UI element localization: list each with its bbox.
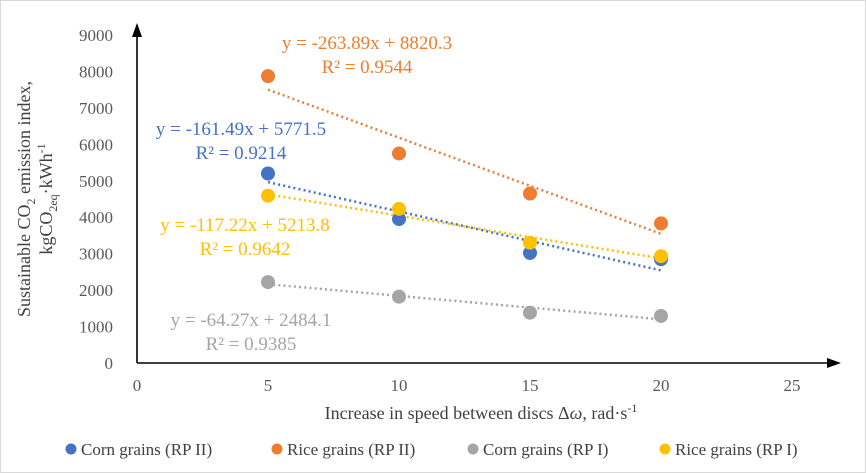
legend-marker: [65, 443, 77, 455]
r-squared-label: R² = 0.9214: [196, 143, 287, 164]
trendline-equations: y = -161.49x + 5771.5 R² = 0.9214 y = -263…: [156, 33, 452, 355]
y-tick-label: 5000: [79, 172, 113, 191]
r-squared-label: R² = 0.9642: [200, 239, 291, 260]
legend-label: Rice grains (RP I): [675, 440, 798, 459]
y-tick-label: 1000: [79, 318, 113, 337]
point-corn-grains-rp-i: [392, 289, 406, 304]
y-tick-label: 0: [105, 354, 114, 373]
x-tick-label: 15: [522, 376, 539, 395]
point-rice-grains-rp-ii: [392, 146, 406, 161]
point-corn-grains-rp-i: [654, 308, 668, 323]
x-tick-label: 10: [391, 376, 408, 395]
point-rice-grains-rp-i: [654, 249, 668, 264]
legend-marker: [659, 443, 671, 455]
y-tick-label: 7000: [79, 99, 113, 118]
point-corn-grains-rp-i: [523, 305, 537, 320]
x-tick-label: 25: [784, 376, 801, 395]
trendline-equation: y = -117.22x + 5213.8: [160, 215, 330, 236]
trendline-rice-grains-rp-ii: [267, 88, 662, 236]
y-tick-label: 9000: [79, 26, 113, 45]
x-tick-label: 20: [653, 376, 670, 395]
point-rice-grains-rp-i: [261, 188, 275, 203]
legend-label: Corn grains (RP II): [81, 440, 212, 459]
legend-marker: [467, 443, 479, 455]
point-corn-grains-rp-ii: [261, 166, 275, 181]
y-tick-label: 8000: [79, 62, 113, 81]
axes: [132, 23, 841, 368]
y-tick-labels: 0 1000 2000 3000 4000 5000 6000 7000 8000 9000: [79, 26, 113, 373]
legend-marker: [271, 443, 283, 455]
legend-label: Corn grains (RP I): [483, 440, 608, 459]
trendline-corn-grains-rp-i: [267, 282, 662, 321]
svg-text:Sustainable CO2 emission index: Sustainable CO2 emission index,: [14, 81, 38, 317]
trendlines: [267, 88, 662, 321]
data-points: [261, 69, 668, 323]
x-tick-label: 5: [264, 376, 273, 395]
trendline-rice-grains-rp-i: [267, 193, 662, 260]
trendline-equation: y = -161.49x + 5771.5: [156, 119, 326, 140]
y-tick-label: 3000: [79, 245, 113, 264]
y-tick-label: 6000: [79, 135, 113, 154]
point-rice-grains-rp-i: [523, 235, 537, 250]
y-tick-label: 2000: [79, 281, 113, 300]
legend-label: Rice grains (RP II): [287, 440, 415, 459]
trendline-equation: y = -64.27x + 2484.1: [171, 310, 332, 331]
y-tick-label: 4000: [79, 208, 113, 227]
point-rice-grains-rp-ii: [654, 216, 668, 231]
point-corn-grains-rp-ii: [392, 212, 406, 227]
point-rice-grains-rp-ii: [261, 69, 275, 84]
r-squared-label: R² = 0.9385: [206, 334, 297, 355]
trendline-equation: y = -263.89x + 8820.3: [282, 33, 452, 54]
x-tick-labels: 0 5 10 15 20 25: [133, 376, 801, 395]
point-corn-grains-rp-ii: [523, 245, 537, 260]
r-squared-label: R² = 0.9544: [322, 57, 413, 78]
point-rice-grains-rp-ii: [523, 186, 537, 201]
legend: Corn grains (RP II) Rice grains (RP II) Co…: [65, 440, 798, 459]
point-rice-grains-rp-i: [392, 201, 406, 216]
y-axis-title: Sustainable CO2 emission index, kgCO2eq·…: [14, 81, 60, 317]
x-tick-label: 0: [133, 376, 142, 395]
svg-text:kgCO2eq·kWh-1: kgCO2eq·kWh-1: [34, 143, 60, 254]
point-corn-grains-rp-i: [261, 275, 275, 290]
x-axis-title: Increase in speed between discs Δω, rad·…: [325, 401, 638, 423]
